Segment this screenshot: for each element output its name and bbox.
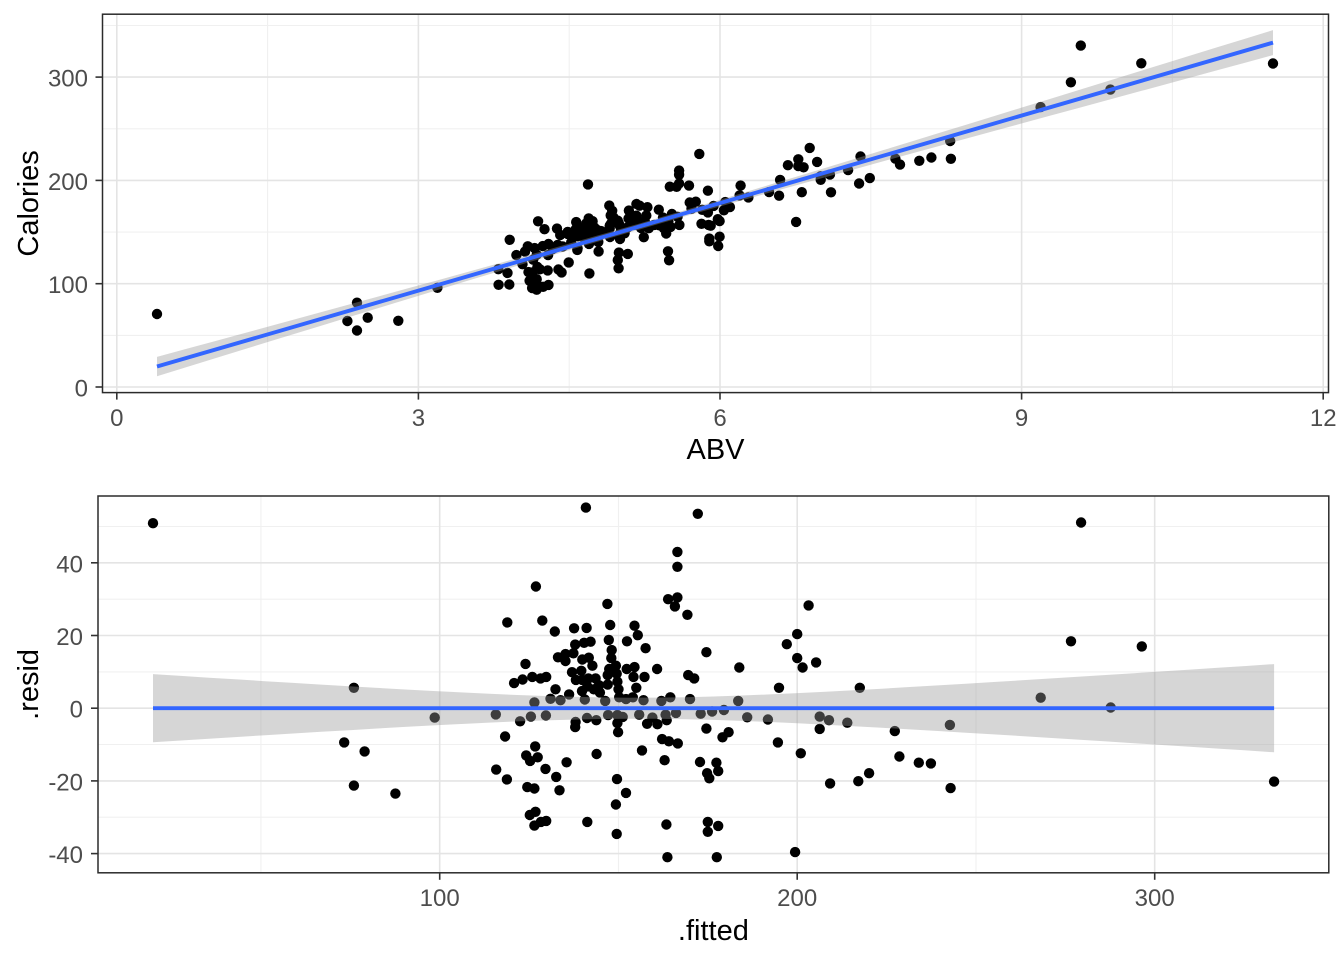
svg-text:200: 200 xyxy=(777,885,817,912)
svg-text:ABV: ABV xyxy=(686,434,745,466)
svg-text:300: 300 xyxy=(1135,885,1175,912)
svg-text:0: 0 xyxy=(110,405,123,432)
svg-text:0: 0 xyxy=(70,697,83,724)
svg-text:6: 6 xyxy=(713,405,726,432)
svg-text:9: 9 xyxy=(1015,405,1028,432)
svg-text:3: 3 xyxy=(412,405,425,432)
svg-text:-20: -20 xyxy=(48,769,83,796)
svg-text:.fitted: .fitted xyxy=(678,915,749,947)
svg-text:300: 300 xyxy=(48,66,88,93)
svg-text:200: 200 xyxy=(48,169,88,196)
svg-text:Calories: Calories xyxy=(13,150,45,256)
svg-text:40: 40 xyxy=(56,551,83,578)
svg-text:-40: -40 xyxy=(48,842,83,869)
svg-text:12: 12 xyxy=(1310,405,1337,432)
svg-text:0: 0 xyxy=(75,376,88,403)
svg-text:.resid: .resid xyxy=(13,649,45,720)
svg-text:100: 100 xyxy=(48,272,88,299)
svg-text:100: 100 xyxy=(420,885,460,912)
svg-text:20: 20 xyxy=(56,624,83,651)
